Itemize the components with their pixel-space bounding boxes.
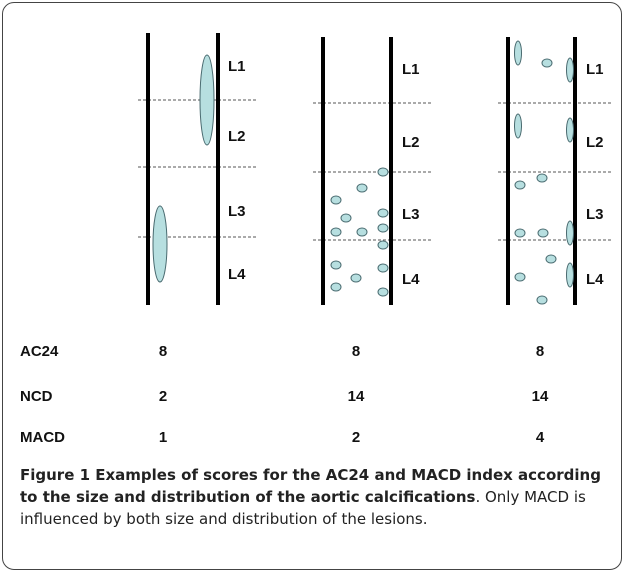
level-label: L1: [402, 61, 420, 78]
score-value: 2: [159, 388, 167, 405]
calcification: [330, 282, 342, 292]
score-value: 2: [352, 429, 360, 446]
level-label: L3: [402, 206, 420, 223]
calcification: [377, 240, 389, 250]
row-label: NCD: [20, 388, 53, 405]
calcification: [514, 40, 522, 66]
calcification: [377, 167, 389, 177]
score-value: 1: [159, 429, 167, 446]
calcification: [377, 223, 389, 233]
level-label: L3: [228, 203, 246, 220]
calcification: [537, 228, 549, 238]
calcification: [330, 227, 342, 237]
score-value: 14: [348, 388, 365, 405]
level-label: L4: [586, 271, 604, 288]
caption-text: . Only MACD is influenced by both size a…: [20, 488, 586, 528]
score-value: 4: [536, 429, 545, 446]
calcification: [536, 173, 548, 183]
calcification: [350, 273, 362, 283]
level-label: L4: [228, 266, 246, 283]
calcification: [514, 113, 522, 139]
calcification: [566, 220, 574, 246]
calcification: [152, 205, 168, 283]
calcification: [330, 260, 342, 270]
score-value: 8: [352, 343, 360, 360]
calcification: [377, 208, 389, 218]
calcification: [541, 58, 553, 68]
level-label: L3: [586, 206, 604, 223]
level-label: L2: [402, 134, 420, 151]
level-label: L1: [228, 58, 246, 75]
calcification: [514, 272, 526, 282]
calcification: [340, 213, 352, 223]
level-label: L2: [228, 128, 246, 145]
calcification: [377, 263, 389, 273]
score-value: 8: [536, 343, 544, 360]
figure-frame: [2, 2, 622, 570]
level-label: L4: [402, 271, 420, 288]
calcification: [566, 57, 574, 83]
calcification: [514, 180, 526, 190]
figure-caption: Figure 1 Examples of scores for the AC24…: [20, 464, 610, 530]
caption-title: Figure 1 Examples of scores for the AC24…: [20, 466, 601, 506]
row-label: MACD: [20, 429, 65, 446]
calcification: [514, 228, 526, 238]
calcification: [566, 117, 574, 143]
level-label: L2: [586, 134, 604, 151]
score-value: 8: [159, 343, 167, 360]
calcification: [536, 295, 548, 305]
calcification: [377, 287, 389, 297]
calcification: [545, 254, 557, 264]
level-label: L1: [586, 61, 604, 78]
calcification: [330, 195, 342, 205]
row-label: AC24: [20, 343, 59, 360]
calcification: [356, 227, 368, 237]
calcification: [199, 54, 215, 146]
calcification: [356, 183, 368, 193]
calcification: [566, 262, 574, 288]
score-value: 14: [532, 388, 549, 405]
